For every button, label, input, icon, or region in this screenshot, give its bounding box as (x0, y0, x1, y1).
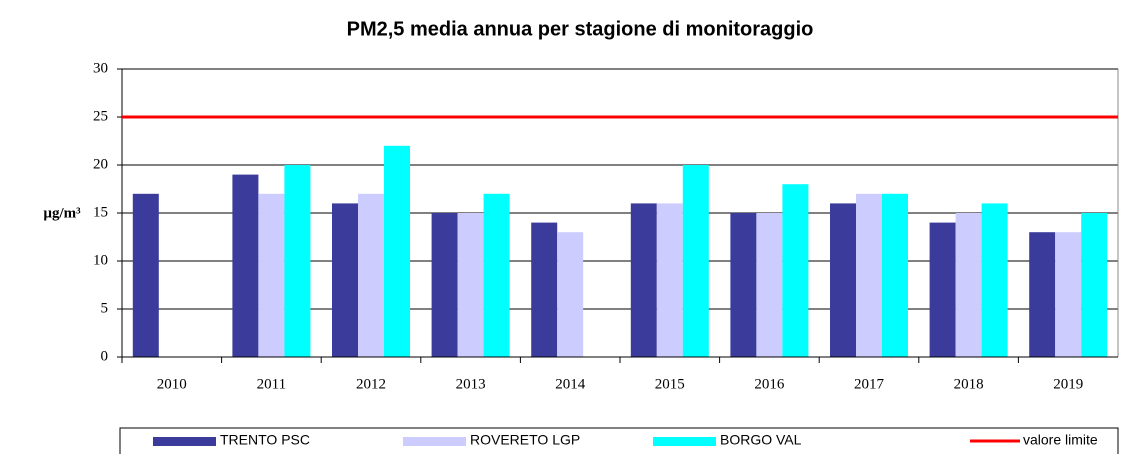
x-tick-label: 2012 (356, 376, 386, 392)
bar (1081, 213, 1108, 357)
bar (630, 203, 657, 357)
legend-label: valore limite (1023, 432, 1098, 448)
bar (929, 222, 956, 357)
bar (955, 213, 982, 357)
bar (132, 193, 159, 357)
x-tick-label: 2015 (655, 376, 685, 392)
legend-label: TRENTO PSC (220, 432, 310, 448)
y-tick-label: 25 (93, 108, 108, 124)
y-tick-label: 15 (93, 204, 108, 220)
legend-label: ROVERETO LGP (470, 432, 580, 448)
bar (557, 232, 584, 357)
legend-swatch (153, 437, 216, 446)
legend-box (119, 427, 1119, 454)
bar (531, 222, 558, 357)
legend-label: BORGO VAL (720, 432, 802, 448)
bar (882, 193, 908, 357)
y-tick-label: 10 (93, 252, 108, 268)
bar (358, 193, 384, 357)
bar (332, 203, 358, 357)
bar (1029, 232, 1056, 357)
x-tick-label: 2010 (157, 376, 187, 392)
bar (682, 165, 709, 357)
bar (830, 203, 856, 357)
bar (981, 203, 1008, 357)
bar (782, 184, 809, 357)
x-tick-label: 2011 (257, 376, 286, 392)
bar (656, 203, 683, 357)
legend-swatch (403, 437, 466, 446)
y-axis-label: µg/m³ (43, 205, 81, 221)
legend-swatch (653, 437, 716, 446)
bar (284, 165, 311, 357)
x-tick-label: 2017 (854, 376, 885, 392)
bar (258, 193, 285, 357)
bar (856, 193, 882, 357)
x-tick-label: 2019 (1053, 376, 1083, 392)
bar (1055, 232, 1082, 357)
x-tick-label: 2016 (754, 376, 785, 392)
bar (483, 193, 510, 357)
bar (730, 213, 757, 357)
x-tick-label: 2013 (456, 376, 486, 392)
y-tick-label: 20 (93, 156, 108, 172)
x-tick-label: 2018 (954, 376, 984, 392)
bar (457, 213, 484, 357)
y-tick-label: 5 (101, 300, 109, 316)
bar (756, 213, 783, 357)
bar (431, 213, 458, 357)
y-tick-label: 30 (93, 60, 108, 76)
y-tick-label: 0 (101, 348, 109, 364)
bar (384, 145, 410, 357)
bar (232, 174, 259, 357)
x-tick-label: 2014 (555, 376, 586, 392)
chart-title: PM2,5 media annua per stagione di monito… (347, 18, 814, 40)
